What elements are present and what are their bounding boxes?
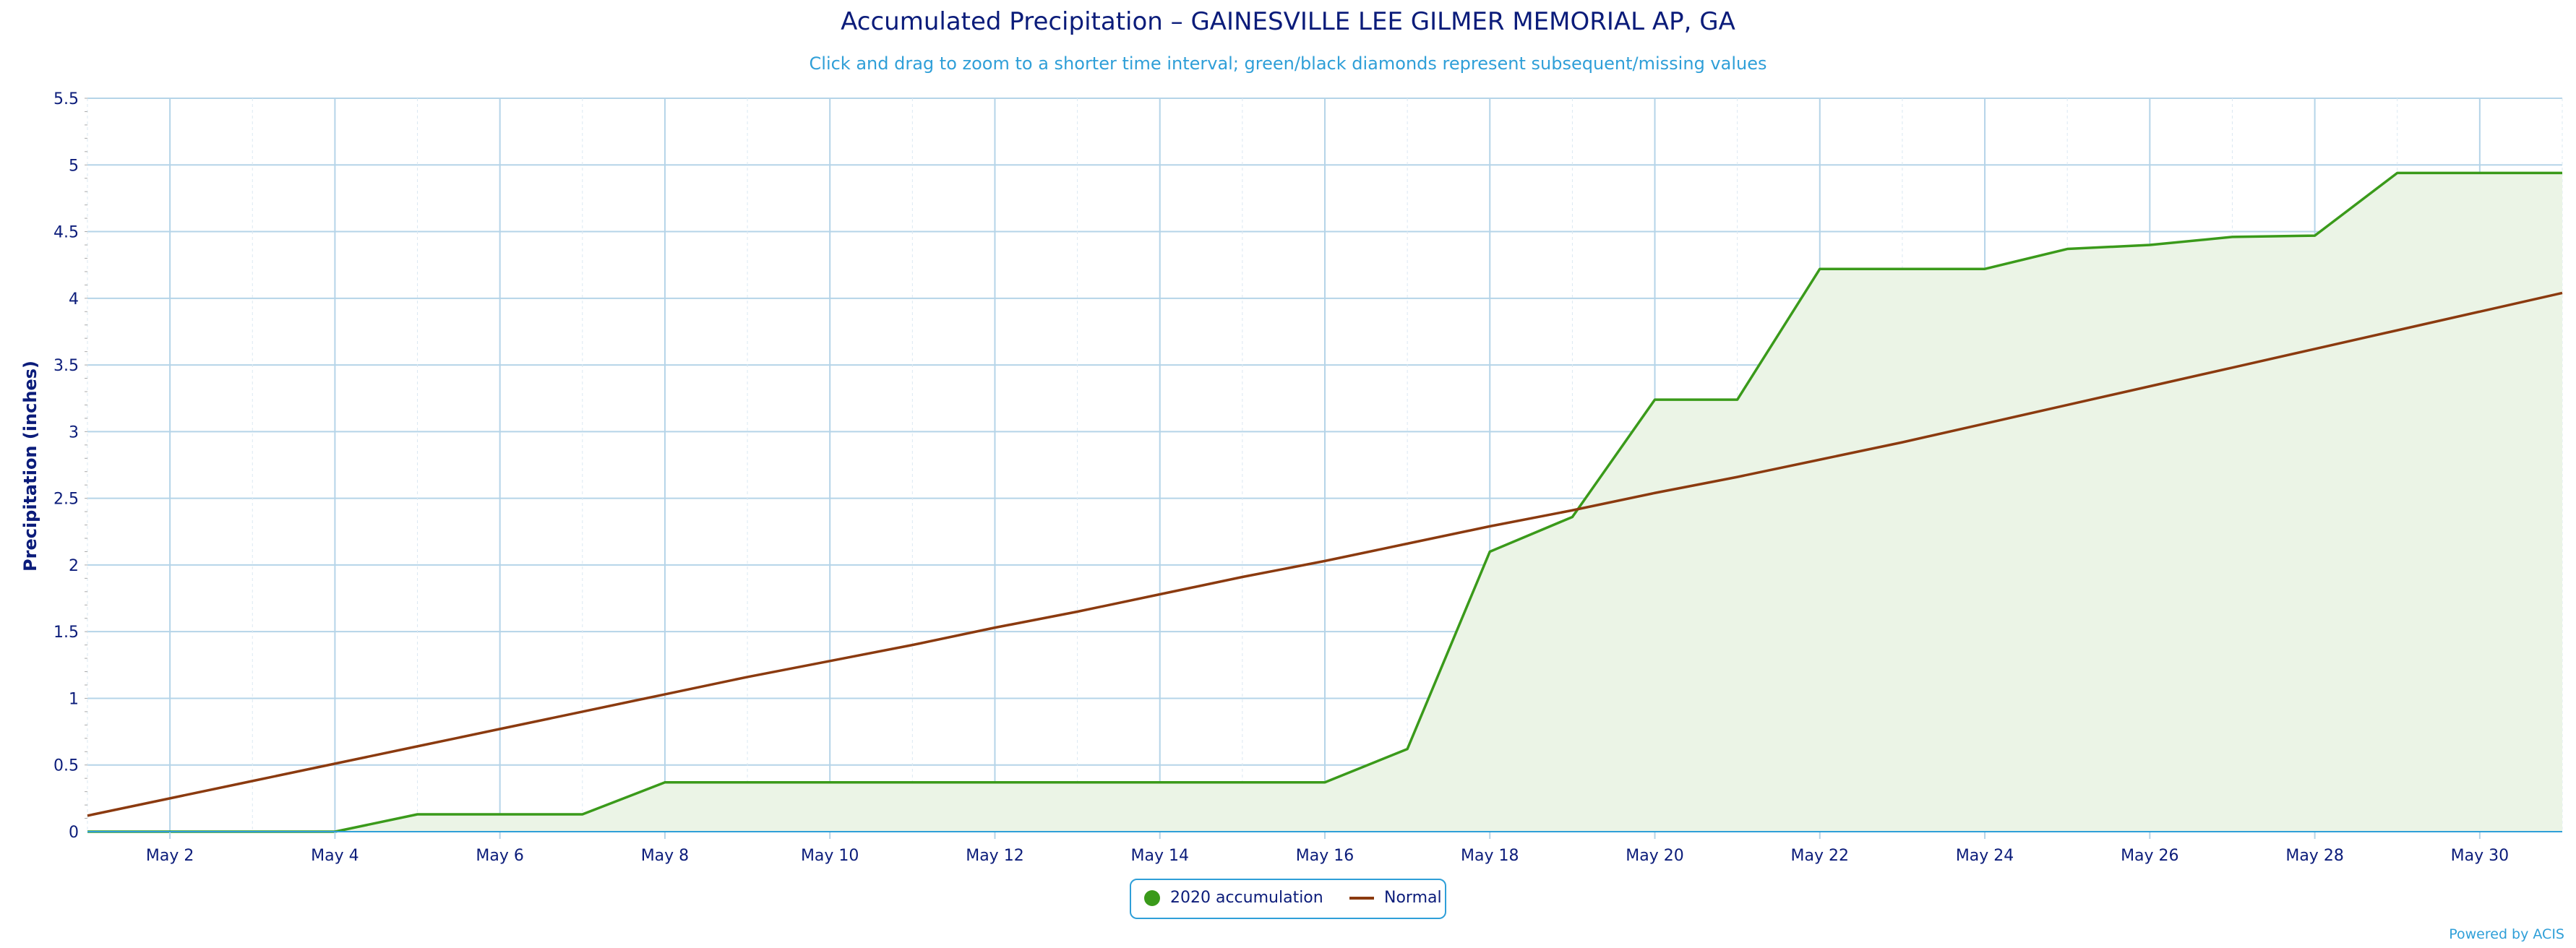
y-tick-label: 2 bbox=[69, 557, 79, 575]
y-tick-label: 5 bbox=[69, 157, 79, 175]
y-tick-label: 4 bbox=[69, 290, 79, 309]
series-line-normal[interactable] bbox=[87, 291, 2563, 817]
chart-subtitle: Click and drag to zoom to a shorter time… bbox=[809, 53, 1767, 74]
x-tick-label: May 6 bbox=[476, 847, 523, 865]
legend-label: 2020 accumulation bbox=[1170, 889, 1323, 907]
x-tick-label: May 18 bbox=[1461, 847, 1519, 865]
y-tick-label: 0 bbox=[69, 824, 79, 842]
x-tick-label: May 30 bbox=[2451, 847, 2509, 865]
x-tick-label: May 16 bbox=[1296, 847, 1354, 865]
x-tick-label: May 26 bbox=[2121, 847, 2178, 865]
y-tick-label: 3 bbox=[69, 423, 79, 441]
axis-layer: 0 0.5 1 1.5 2 2.5 3 3.5 4 4.5 5 5.5 May 2 May 4 May 6 M… bbox=[53, 90, 2562, 865]
credit-link[interactable]: Powered by ACIS bbox=[2449, 926, 2564, 942]
y-tick-label: 1.5 bbox=[53, 624, 79, 642]
x-tick-label: May 20 bbox=[1626, 847, 1683, 865]
legend-label: Normal bbox=[1384, 889, 1442, 907]
y-tick-label: 2.5 bbox=[53, 491, 79, 509]
y-tick-label: 0.5 bbox=[53, 757, 79, 775]
legend: 2020 accumulation Normal bbox=[1130, 879, 1446, 919]
y-tick-label: 3.5 bbox=[53, 357, 79, 375]
x-tick-label: May 28 bbox=[2285, 847, 2343, 865]
chart-title: Accumulated Precipitation – GAINESVILLE … bbox=[841, 7, 1735, 36]
y-tick-label: 1 bbox=[69, 690, 79, 708]
y-tick-label: 4.5 bbox=[53, 224, 79, 242]
line-layer bbox=[87, 171, 2563, 833]
y-axis-label: Precipitation (inches) bbox=[20, 361, 40, 572]
series-area-2020-accumulation bbox=[87, 173, 2562, 832]
legend-marker-circle-icon bbox=[1144, 889, 1160, 906]
x-tick-label: May 8 bbox=[641, 847, 689, 865]
x-tick-label: May 14 bbox=[1130, 847, 1188, 865]
x-tick-label: May 24 bbox=[1956, 847, 2014, 865]
y-tick-label: 5.5 bbox=[53, 90, 79, 108]
x-tick-label: May 4 bbox=[311, 847, 359, 865]
x-tick-label: May 10 bbox=[801, 847, 859, 865]
series-line-2020-accumulation[interactable] bbox=[87, 171, 2562, 833]
legend-item-2020-accumulation[interactable]: 2020 accumulation bbox=[1144, 889, 1323, 907]
x-tick-label: May 22 bbox=[1791, 847, 1849, 865]
x-tick-label: May 12 bbox=[966, 847, 1023, 865]
legend-item-normal[interactable]: Normal bbox=[1349, 889, 1442, 907]
area-layer bbox=[87, 173, 2562, 832]
x-tick-label: May 2 bbox=[146, 847, 194, 865]
legend-marker-line-icon bbox=[1349, 896, 1374, 900]
